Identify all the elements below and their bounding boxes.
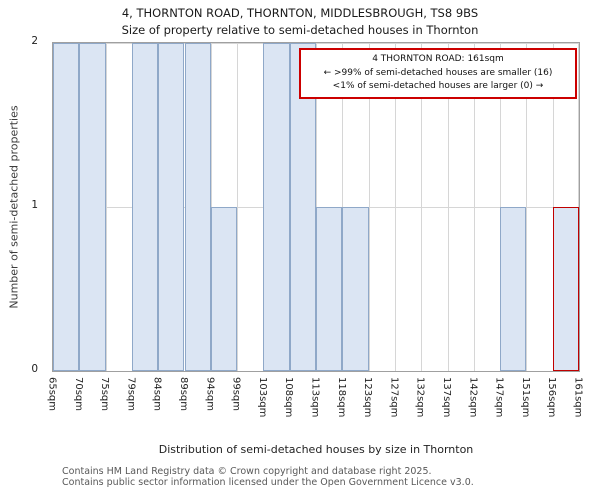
x-tick-label: 142sqm [467, 377, 479, 418]
y-tick-label: 0 [31, 363, 38, 375]
x-tick-label: 147sqm [493, 377, 505, 418]
x-tick-label: 79sqm [125, 377, 137, 412]
x-tick-label: 75sqm [99, 377, 111, 412]
x-tick-label: 70sqm [72, 377, 84, 412]
gridline-vertical [421, 43, 423, 371]
x-tick-label: 108sqm [283, 377, 295, 418]
chart-title: 4, THORNTON ROAD, THORNTON, MIDDLESBROUG… [121, 6, 479, 20]
histogram-bar [210, 207, 238, 371]
annotation-larger-line: <1% of semi-detached houses are larger (… [332, 81, 544, 91]
histogram-bar [131, 43, 159, 371]
histogram-bar [263, 43, 290, 371]
histogram-bar [53, 43, 80, 371]
plot-area: 4 THORNTON ROAD: 161sqm ← >99% of semi-d… [52, 42, 580, 372]
annotation-box: 4 THORNTON ROAD: 161sqm ← >99% of semi-d… [299, 48, 577, 99]
histogram-bar [316, 207, 343, 371]
histogram-bar [500, 207, 527, 371]
y-tick-label: 2 [31, 35, 38, 47]
annotation-property-line: 4 THORNTON ROAD: 161sqm [372, 54, 504, 64]
x-axis-label: Distribution of semi-detached houses by … [158, 443, 474, 456]
x-tick-label: 132sqm [414, 377, 426, 418]
x-tick-label: 127sqm [388, 377, 400, 418]
histogram-bar [184, 43, 211, 371]
y-tick-label: 1 [31, 199, 38, 211]
y-tick-labels: 0 1 2 [0, 35, 46, 375]
subject-property-bar [552, 207, 579, 371]
x-tick-labels: 65sqm 70sqm 75sqm 79sqm 84sqm 89sqm 94sqm 99sqm… [47, 377, 584, 439]
histogram-bar [79, 43, 106, 371]
gridline-vertical [473, 43, 475, 371]
gridline-vertical [105, 43, 107, 371]
x-tick-label: 65sqm [46, 377, 58, 412]
footer-attribution: Contains HM Land Registry data © Crown c… [62, 466, 474, 489]
x-tick-label: 123sqm [362, 377, 374, 418]
gridline-vertical [237, 43, 239, 371]
footer-line-2: Contains public sector information licen… [62, 477, 474, 489]
x-tick-label: 94sqm [204, 377, 216, 412]
gridline-vertical [394, 43, 396, 371]
x-tick-label: 151sqm [519, 377, 531, 418]
x-tick-label: 89sqm [178, 377, 189, 412]
gridline-vertical [447, 43, 449, 371]
x-tick-label: 103sqm [256, 377, 268, 418]
annotation-smaller-line: ← >99% of semi-detached houses are small… [323, 67, 553, 78]
x-tick-label: 84sqm [151, 377, 163, 412]
x-tick-label: 156sqm [546, 377, 558, 418]
x-tick-label: 99sqm [230, 377, 242, 412]
x-tick-label: 161sqm [572, 377, 584, 418]
footer-line-1: Contains HM Land Registry data © Crown c… [62, 466, 432, 477]
x-tick-label: 137sqm [441, 377, 452, 418]
x-tick-label: 118sqm [335, 377, 347, 418]
histogram-bar [158, 43, 185, 371]
x-tick-label: 113sqm [309, 377, 321, 418]
histogram-bar [342, 207, 369, 371]
chart-subtitle: Size of property relative to semi-detach… [121, 23, 479, 37]
gridline-vertical [526, 43, 528, 371]
gridline-vertical [368, 43, 370, 371]
